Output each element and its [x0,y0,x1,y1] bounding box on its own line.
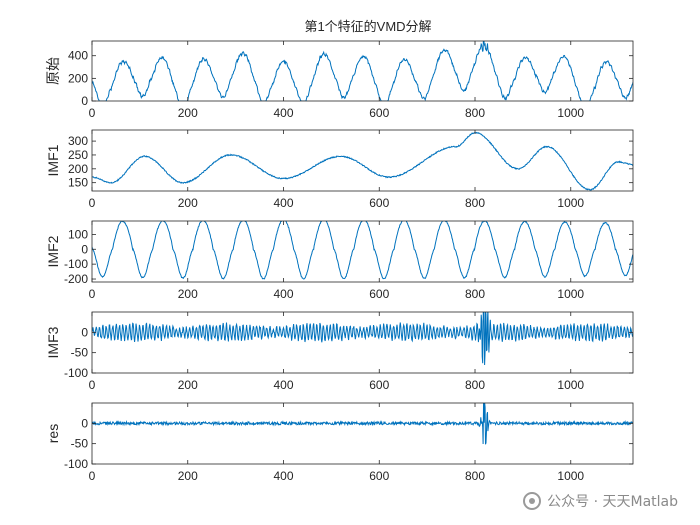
y-axis-label: IMF3 [45,326,61,358]
y-tick-label: 0 [81,416,88,430]
x-tick-label: 600 [369,287,389,301]
axes-box [91,311,634,374]
x-tick-label: 200 [178,196,198,210]
y-tick-label: 400 [68,49,88,63]
y-tick-label: 200 [68,162,88,176]
y-tick-label: -100 [64,457,88,471]
x-tick-label: 0 [89,106,96,120]
y-tick-label: -100 [64,366,88,380]
y-tick-label: 100 [68,227,88,241]
axes-box [91,40,634,102]
x-tick-label: 200 [178,106,198,120]
y-tick-label: 0 [81,325,88,339]
y-tick-label: 0 [81,242,88,256]
watermark: 公众号 · 天天Matlab [523,491,678,511]
y-axis-label: 原始 [45,57,61,85]
x-tick-label: 800 [465,469,485,483]
y-tick-label: 250 [68,148,88,162]
x-tick-label: 1000 [557,469,584,483]
x-tick-label: 400 [273,378,293,392]
y-tick-label: 300 [68,134,88,148]
x-tick-label: 400 [273,196,293,210]
x-tick-label: 400 [273,287,293,301]
x-tick-label: 0 [89,469,96,483]
series-line-imf3 [92,312,633,366]
x-tick-label: 200 [178,469,198,483]
y-tick-label: 0 [81,94,88,108]
y-axis-label: IMF1 [45,144,61,176]
y-axis-label: IMF2 [45,235,61,267]
axes-box [91,129,634,192]
axes-box [91,220,634,283]
subplot-res: 0 200 400 600 800 1000 -100 -50 0 res [45,402,634,483]
x-tick-label: 1000 [557,196,584,210]
x-tick-label: 600 [369,106,389,120]
subplot-original: 0 200 400 600 800 1000 0 200 400 原始 [45,40,634,120]
watermark-text: 公众号 · 天天Matlab [547,494,678,510]
x-tick-label: 1000 [557,287,584,301]
x-tick-label: 0 [89,287,96,301]
x-tick-label: 400 [273,469,293,483]
series-line-imf1 [92,131,633,191]
series-line-res [92,403,633,445]
x-tick-label: 800 [465,106,485,120]
y-tick-label: 150 [68,176,88,190]
series-line-imf2 [92,221,633,280]
axes-box [91,402,634,465]
x-tick-label: 200 [178,287,198,301]
wechat-icon [523,492,542,510]
subplot-imf3: 0 200 400 600 800 1000 -100 -50 0 IMF3 [45,311,634,392]
x-tick-label: 1000 [557,378,584,392]
x-tick-label: 800 [465,287,485,301]
x-tick-label: 0 [89,378,96,392]
x-tick-label: 200 [178,378,198,392]
x-tick-label: 600 [369,469,389,483]
y-tick-label: 200 [68,71,88,85]
x-tick-label: 0 [89,196,96,210]
y-axis-label: res [45,424,61,443]
x-tick-label: 800 [465,196,485,210]
figure-title: 第1个特征的VMD分解 [304,19,431,34]
y-tick-label: -100 [64,257,88,271]
x-tick-label: 600 [369,378,389,392]
x-tick-label: 1000 [557,106,584,120]
series-line-original [92,41,633,101]
y-tick-label: -200 [64,272,88,286]
x-tick-label: 400 [273,106,293,120]
x-tick-label: 800 [465,378,485,392]
y-tick-label: -50 [71,437,89,451]
y-tick-label: -50 [71,346,89,360]
x-tick-label: 600 [369,196,389,210]
